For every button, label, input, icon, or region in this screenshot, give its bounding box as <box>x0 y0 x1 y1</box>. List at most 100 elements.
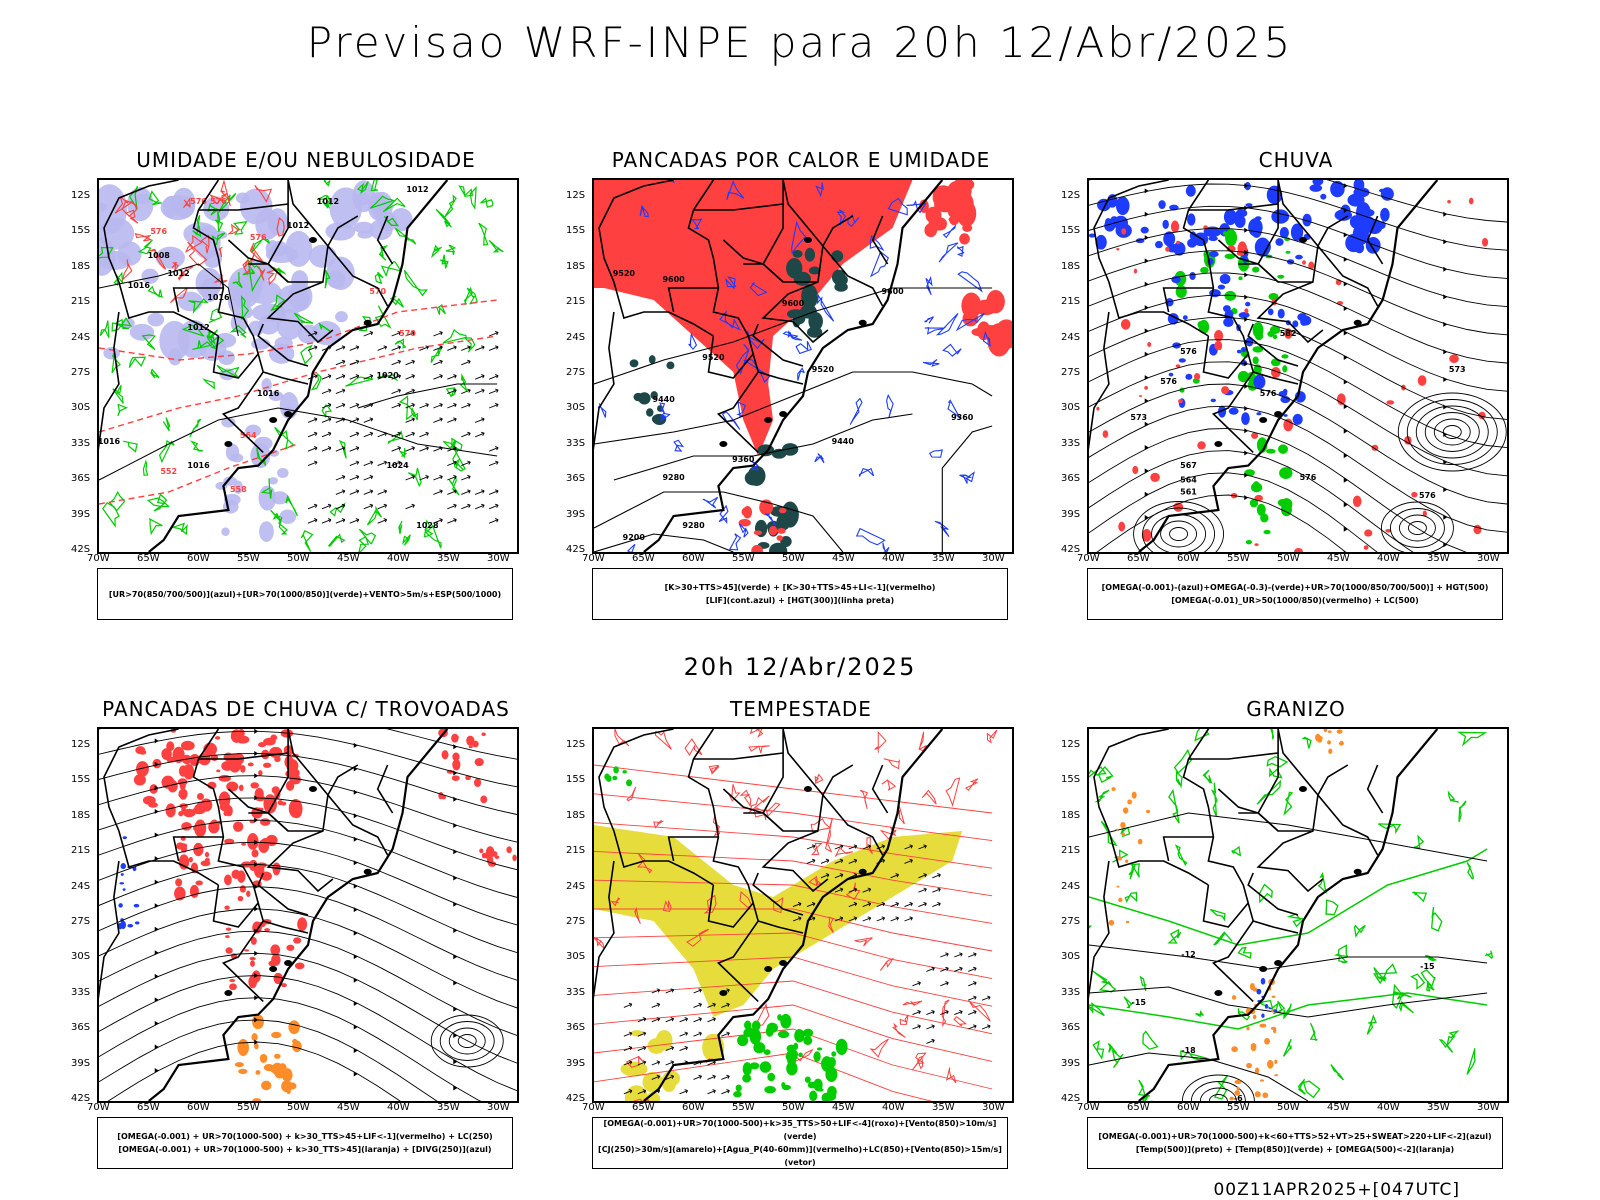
contour-label: 561 <box>1180 487 1197 496</box>
contour-label: 576 <box>190 197 207 206</box>
contour-label: 1020 <box>376 371 399 380</box>
lat-tick-label: 15S <box>71 225 91 237</box>
lon-tick-label: 55W <box>237 553 260 564</box>
map-panel-5: TEMPESTADE 12S 15S 18S 21S 24S 27S 30S 33S 36S 39S… <box>542 697 1020 1171</box>
lat-tick-label: 18S <box>71 260 91 272</box>
lon-tick-label: 55W <box>1227 553 1250 564</box>
panel-legend: [K>30+TTS>45](verde) + [K>30+TTS>45+LI<-… <box>592 568 1008 620</box>
lat-tick-label: 30S <box>566 402 586 414</box>
contour-label: 9520 <box>613 269 636 278</box>
lon-tick-label: 40W <box>882 553 905 564</box>
panel-legend: [UR>70(850/700/500)](azul)+[UR>70(1000/8… <box>97 568 513 620</box>
panel-title: TEMPESTADE <box>730 697 872 721</box>
lon-tick-label: 30W <box>1477 553 1500 564</box>
lat-tick-label: 18S <box>1061 260 1081 272</box>
contour-label: 1016 <box>187 461 210 470</box>
contour-label: 1016 <box>207 293 230 302</box>
lat-tick-label: 30S <box>71 402 91 414</box>
contour-label: -6 <box>1234 1094 1243 1101</box>
map-canvas <box>594 729 998 1101</box>
lon-tick-label: 50W <box>1277 1102 1300 1113</box>
lat-tick-label: 18S <box>566 809 586 821</box>
contour-label: 1008 <box>148 251 171 260</box>
lat-tick-label: 33S <box>71 986 91 998</box>
contour-label: 1012 <box>287 221 309 230</box>
contour-label: -12 <box>1181 950 1195 959</box>
lon-tick-label: 30W <box>487 1102 510 1113</box>
lat-tick-label: 42S <box>1061 1093 1081 1104</box>
contour-label: 1012 <box>406 185 428 194</box>
lat-tick-label: 27S <box>566 916 586 927</box>
map-panel-2: PANCADAS POR CALOR E UMIDADE 9520 9600 9600… <box>542 148 1020 622</box>
lat-tick-label: 12S <box>566 190 586 201</box>
lat-tick-label: 39S <box>1061 1057 1081 1069</box>
lon-tick-label: 50W <box>782 1102 805 1113</box>
lon-tick-label: 60W <box>187 1102 210 1113</box>
lat-tick-label: 27S <box>71 916 91 927</box>
legend-line: [Temp(500)](preto) + [Temp(850)](verde) … <box>1135 1145 1455 1154</box>
lat-tick-label: 24S <box>1061 880 1081 892</box>
lat-tick-label: 39S <box>566 508 586 520</box>
lat-tick-label: 39S <box>566 1057 586 1069</box>
lat-tick-label: 21S <box>1061 845 1081 857</box>
lon-tick-label: 50W <box>287 553 310 564</box>
lat-tick-label: 30S <box>566 951 586 963</box>
lat-tick-label: 18S <box>1061 809 1081 821</box>
lon-tick-label: 70W <box>87 553 110 564</box>
lon-tick-label: 40W <box>882 1102 905 1113</box>
lat-tick-label: 33S <box>71 437 91 449</box>
contour-label: 1024 <box>386 461 409 470</box>
lon-tick-label: 60W <box>1177 1102 1200 1113</box>
lon-tick-label: 70W <box>87 1102 110 1113</box>
contour-label: 9200 <box>623 533 646 542</box>
lat-tick-label: 42S <box>71 544 91 555</box>
contour-label: 567 <box>1180 461 1197 470</box>
main-title: Previsao WRF-INPE para 20h 12/Abr/2025 <box>306 18 1294 67</box>
contour-label: -15 <box>1420 962 1435 971</box>
contour-label: 1012 <box>167 269 189 278</box>
lat-tick-label: 27S <box>1061 367 1081 378</box>
lat-tick-label: 21S <box>71 296 91 308</box>
lon-tick-label: 55W <box>1227 1102 1250 1113</box>
lon-tick-label: 60W <box>682 1102 705 1113</box>
lat-tick-label: 12S <box>71 739 91 750</box>
lon-tick-label: 40W <box>1377 1102 1400 1113</box>
lat-tick-label: 18S <box>566 260 586 272</box>
lon-tick-label: 55W <box>732 553 755 564</box>
contour-label: 573 <box>1130 413 1147 422</box>
lat-tick-label: 36S <box>1061 473 1081 485</box>
map-panel-6: GRANIZO -12 -15 -15 -18 -6 12S 15S 18S 21S 24S 27S 3… <box>1037 697 1515 1171</box>
lat-tick-label: 33S <box>1061 986 1081 998</box>
contour-label: 9280 <box>662 473 685 482</box>
contour-label: 570 <box>369 287 386 296</box>
contour-label: 1016 <box>257 389 280 398</box>
lat-tick-label: 18S <box>71 809 91 821</box>
lat-tick-label: 15S <box>1061 225 1081 237</box>
contour-label: 1028 <box>416 521 439 530</box>
contour-label: 9600 <box>782 299 805 308</box>
contour-label: 564 <box>1180 475 1197 484</box>
map-panel-4: PANCADAS DE CHUVA C/ TROVOADAS 12S 15S 18S 2… <box>47 697 525 1171</box>
contour-label: 573 <box>1449 365 1466 374</box>
panel-legend: [OMEGA(-0.001)-(azul)+OMEGA(-0.3)-(verde… <box>1087 568 1503 620</box>
contour-label: -15 <box>1132 998 1147 1007</box>
lat-tick-label: 21S <box>566 296 586 308</box>
legend-line: [OMEGA(-0.001)+UR>70(1000-500)+k<60+TTS>… <box>1098 1132 1492 1141</box>
legend-line: [OMEGA(-0.001) + UR>70(1000-500) + k>30_… <box>118 1145 492 1154</box>
lon-tick-label: 35W <box>932 1102 955 1113</box>
contour-label: 9600 <box>662 275 685 284</box>
lon-tick-label: 65W <box>1127 553 1150 564</box>
lon-tick-label: 45W <box>337 553 360 564</box>
lat-tick-label: 27S <box>71 367 91 378</box>
lon-tick-label: 60W <box>187 553 210 564</box>
lat-tick-label: 24S <box>1061 331 1081 343</box>
lat-tick-label: 24S <box>71 331 91 343</box>
lon-tick-label: 65W <box>1127 1102 1150 1113</box>
contour-label: 576 <box>1180 347 1197 356</box>
lon-tick-label: 65W <box>137 553 160 564</box>
lat-tick-label: 33S <box>1061 437 1081 449</box>
contour-label: 1012 <box>187 323 209 332</box>
lon-tick-label: 60W <box>682 553 705 564</box>
panel-title: PANCADAS POR CALOR E UMIDADE <box>611 148 991 172</box>
lat-tick-label: 39S <box>71 1057 91 1069</box>
